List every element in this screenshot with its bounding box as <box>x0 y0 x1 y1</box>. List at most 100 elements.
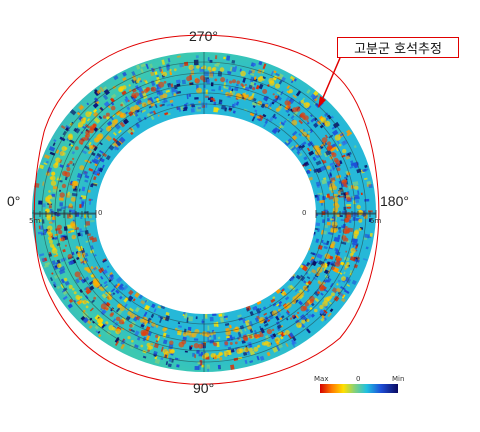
speckle <box>310 114 313 118</box>
speckle <box>59 189 61 192</box>
speckle <box>308 128 314 134</box>
speckle <box>345 185 348 188</box>
speckle <box>236 93 243 100</box>
speckle <box>298 152 303 157</box>
speckle <box>76 278 80 283</box>
speckle <box>214 78 218 82</box>
speckle <box>332 207 339 213</box>
speckle <box>339 215 343 217</box>
speckle <box>291 134 298 141</box>
speckle <box>56 187 60 191</box>
speckle <box>315 181 321 187</box>
speckle <box>331 126 336 130</box>
speckle <box>207 66 212 71</box>
speckle <box>89 236 94 241</box>
speckle <box>94 254 97 257</box>
speckle <box>121 321 125 325</box>
speckle <box>303 280 307 284</box>
speckle <box>276 345 281 352</box>
speckle <box>64 280 70 286</box>
speckle <box>337 190 341 195</box>
speckle <box>271 328 275 332</box>
speckle <box>188 93 192 97</box>
speckle <box>105 321 109 325</box>
speckle <box>79 295 83 299</box>
speckle <box>342 148 347 154</box>
callout-pointer-line <box>321 57 341 101</box>
speckle <box>317 149 320 152</box>
speckle <box>311 302 315 307</box>
speckle <box>69 160 73 165</box>
speckle <box>289 284 296 291</box>
speckle <box>270 70 274 76</box>
speckle <box>126 106 131 111</box>
speckle <box>223 351 228 355</box>
speckle <box>210 353 216 358</box>
speckle <box>285 140 290 144</box>
speckle <box>68 284 73 289</box>
speckle <box>158 90 164 96</box>
speckle <box>350 196 353 200</box>
speckle <box>295 314 299 319</box>
speckle <box>304 302 310 307</box>
speckle <box>281 288 285 292</box>
speckle <box>85 305 89 309</box>
speckle <box>300 100 305 104</box>
speckle <box>178 325 182 328</box>
speckle <box>346 197 351 201</box>
speckle <box>127 99 130 102</box>
speckle <box>364 198 370 202</box>
speckle <box>58 230 63 235</box>
speckle <box>161 59 166 66</box>
speckle <box>352 181 359 186</box>
speckle <box>84 145 90 151</box>
speckle <box>170 349 175 354</box>
speckle <box>311 268 317 274</box>
speckle <box>71 234 77 240</box>
speckle <box>301 131 307 137</box>
speckle <box>354 196 360 200</box>
speckle <box>108 296 112 300</box>
speckle <box>186 317 189 323</box>
speckle <box>128 84 131 87</box>
speckle <box>97 318 103 324</box>
speckle <box>302 305 308 311</box>
speckle <box>186 94 189 100</box>
speckle <box>105 112 110 117</box>
speckle <box>118 86 124 93</box>
speckle <box>272 310 278 316</box>
speckle <box>298 101 303 105</box>
speckle <box>209 70 212 73</box>
speckle <box>80 233 83 237</box>
speckle <box>248 320 254 327</box>
speckle <box>64 172 67 175</box>
speckle <box>103 307 106 310</box>
speckle <box>237 314 242 318</box>
speckle <box>56 285 61 290</box>
speckle <box>289 317 293 320</box>
speckle <box>249 76 255 83</box>
speckle <box>131 339 134 343</box>
speckle <box>170 90 174 96</box>
speckle <box>252 306 257 311</box>
speckle <box>70 229 75 233</box>
speckle <box>76 111 81 116</box>
speckle <box>218 353 222 357</box>
speckle <box>131 75 137 82</box>
speckle <box>156 76 161 83</box>
speckle <box>151 303 156 309</box>
speckle <box>79 299 83 303</box>
speckle <box>264 340 269 345</box>
speckle <box>52 281 57 287</box>
speckle <box>141 331 146 337</box>
speckle <box>326 221 331 226</box>
speckle <box>291 339 296 345</box>
speckle <box>93 266 98 271</box>
speckle <box>255 308 261 315</box>
speckle <box>285 342 289 348</box>
speckle <box>357 190 360 195</box>
speckle <box>113 283 118 288</box>
speckle <box>166 112 171 116</box>
speckle <box>214 55 218 60</box>
speckle <box>173 93 177 96</box>
